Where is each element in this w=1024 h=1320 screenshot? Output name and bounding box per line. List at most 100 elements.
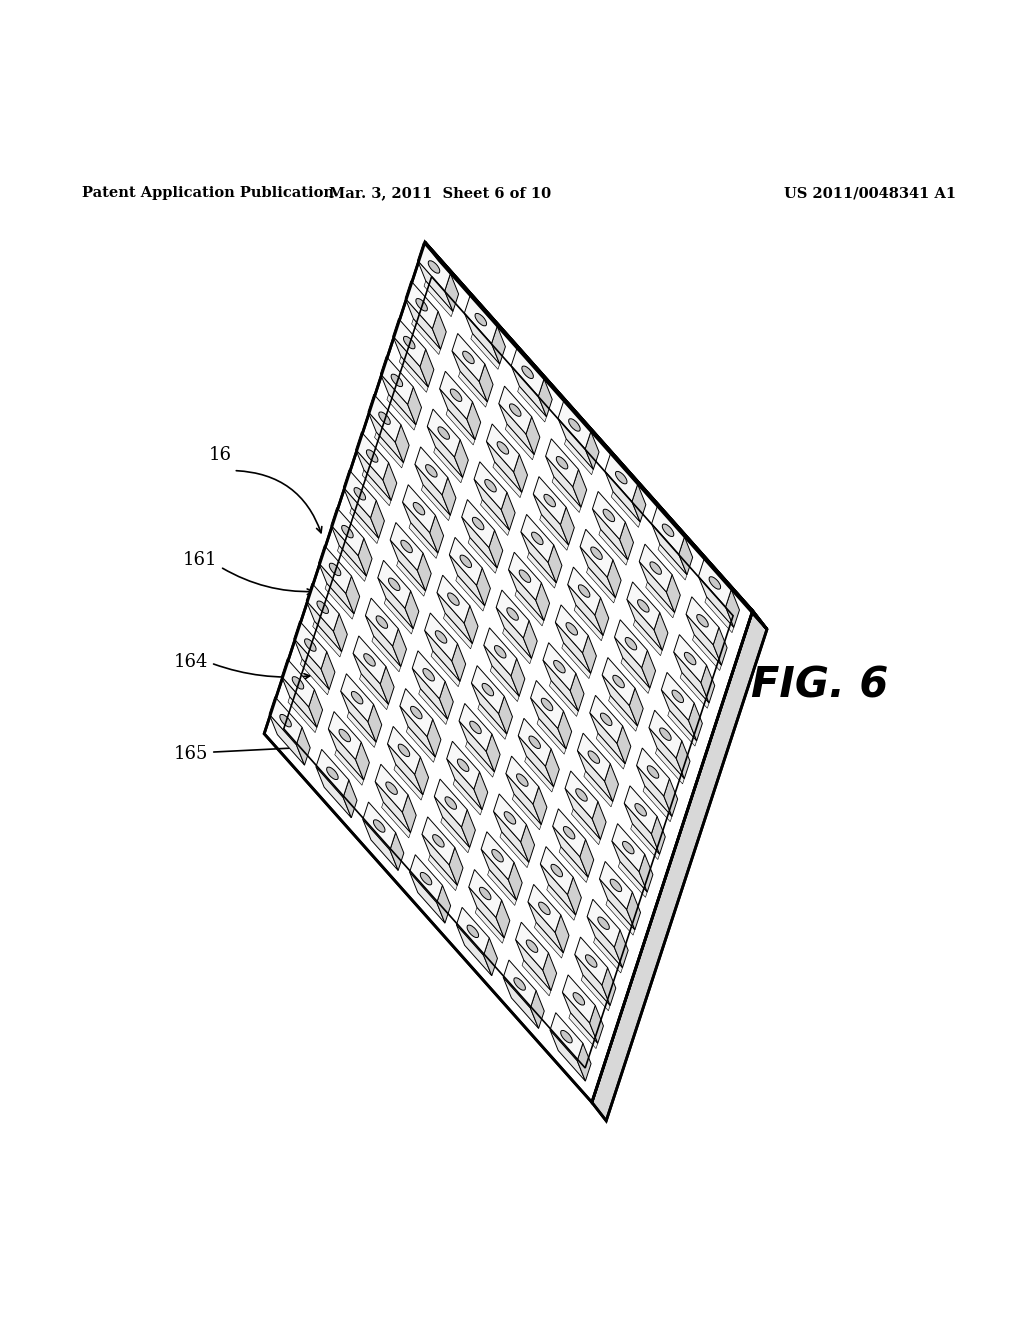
Polygon shape [462,517,497,568]
Polygon shape [452,351,487,401]
Polygon shape [662,690,696,741]
Polygon shape [412,318,440,355]
Ellipse shape [447,593,459,606]
Polygon shape [400,706,435,758]
Polygon shape [674,652,709,704]
Polygon shape [316,767,351,818]
Ellipse shape [414,503,425,515]
Polygon shape [329,729,364,780]
Polygon shape [503,628,531,664]
Ellipse shape [551,865,562,876]
Polygon shape [346,576,359,614]
Ellipse shape [411,706,422,719]
Polygon shape [501,492,515,531]
Polygon shape [627,582,659,630]
Ellipse shape [684,652,696,665]
Polygon shape [518,735,554,787]
Ellipse shape [484,479,497,492]
Polygon shape [655,748,684,784]
Polygon shape [474,772,487,809]
Ellipse shape [556,457,568,469]
Polygon shape [574,605,603,640]
Polygon shape [457,907,489,956]
Polygon shape [654,612,668,651]
Polygon shape [393,318,426,367]
Polygon shape [543,953,557,990]
Polygon shape [318,545,351,594]
Polygon shape [390,540,426,591]
Ellipse shape [659,727,671,741]
Ellipse shape [522,366,534,379]
Polygon shape [437,886,451,923]
Polygon shape [571,809,600,845]
Ellipse shape [588,751,600,763]
Polygon shape [452,334,484,381]
Polygon shape [483,645,519,696]
Ellipse shape [330,564,341,576]
Ellipse shape [420,873,432,884]
Polygon shape [604,764,618,801]
Polygon shape [325,583,354,619]
Polygon shape [543,660,579,711]
Polygon shape [625,785,657,834]
Polygon shape [424,281,453,317]
Polygon shape [605,454,638,502]
Polygon shape [649,727,684,779]
Polygon shape [394,764,423,800]
Ellipse shape [573,993,585,1005]
Polygon shape [269,714,304,766]
Polygon shape [380,667,394,705]
Ellipse shape [663,524,674,536]
Polygon shape [664,779,678,817]
Polygon shape [355,432,388,480]
Polygon shape [539,379,552,417]
Polygon shape [476,568,490,606]
Ellipse shape [497,442,509,454]
Ellipse shape [482,684,494,696]
Polygon shape [362,803,395,850]
Polygon shape [427,719,441,758]
Ellipse shape [386,781,397,795]
Polygon shape [499,387,531,434]
Polygon shape [487,870,516,906]
Ellipse shape [598,917,609,929]
Polygon shape [462,809,475,847]
Ellipse shape [516,774,528,787]
Polygon shape [430,515,443,553]
Polygon shape [570,673,584,711]
Polygon shape [264,242,753,1102]
Polygon shape [637,766,672,817]
Polygon shape [383,462,396,500]
Polygon shape [499,696,512,734]
Polygon shape [282,676,316,727]
Polygon shape [562,975,595,1023]
Polygon shape [602,675,638,726]
Polygon shape [599,529,628,565]
Polygon shape [442,478,456,515]
Polygon shape [536,582,550,620]
Ellipse shape [470,721,481,734]
Polygon shape [612,841,647,892]
Polygon shape [639,544,672,593]
Polygon shape [511,348,544,396]
Polygon shape [541,865,575,915]
Polygon shape [558,401,591,449]
Polygon shape [312,622,342,657]
Polygon shape [446,409,475,445]
Polygon shape [618,862,647,898]
Text: Mar. 3, 2011  Sheet 6 of 10: Mar. 3, 2011 Sheet 6 of 10 [330,186,551,201]
Polygon shape [587,899,620,948]
Polygon shape [593,491,626,540]
Polygon shape [362,470,391,506]
Ellipse shape [339,729,350,742]
Ellipse shape [626,638,637,649]
Polygon shape [509,552,542,601]
Polygon shape [425,242,767,630]
Ellipse shape [379,412,390,425]
Ellipse shape [510,404,521,416]
Polygon shape [371,500,384,539]
Polygon shape [372,636,400,672]
Polygon shape [492,326,506,364]
Polygon shape [555,915,569,953]
Polygon shape [587,568,615,603]
